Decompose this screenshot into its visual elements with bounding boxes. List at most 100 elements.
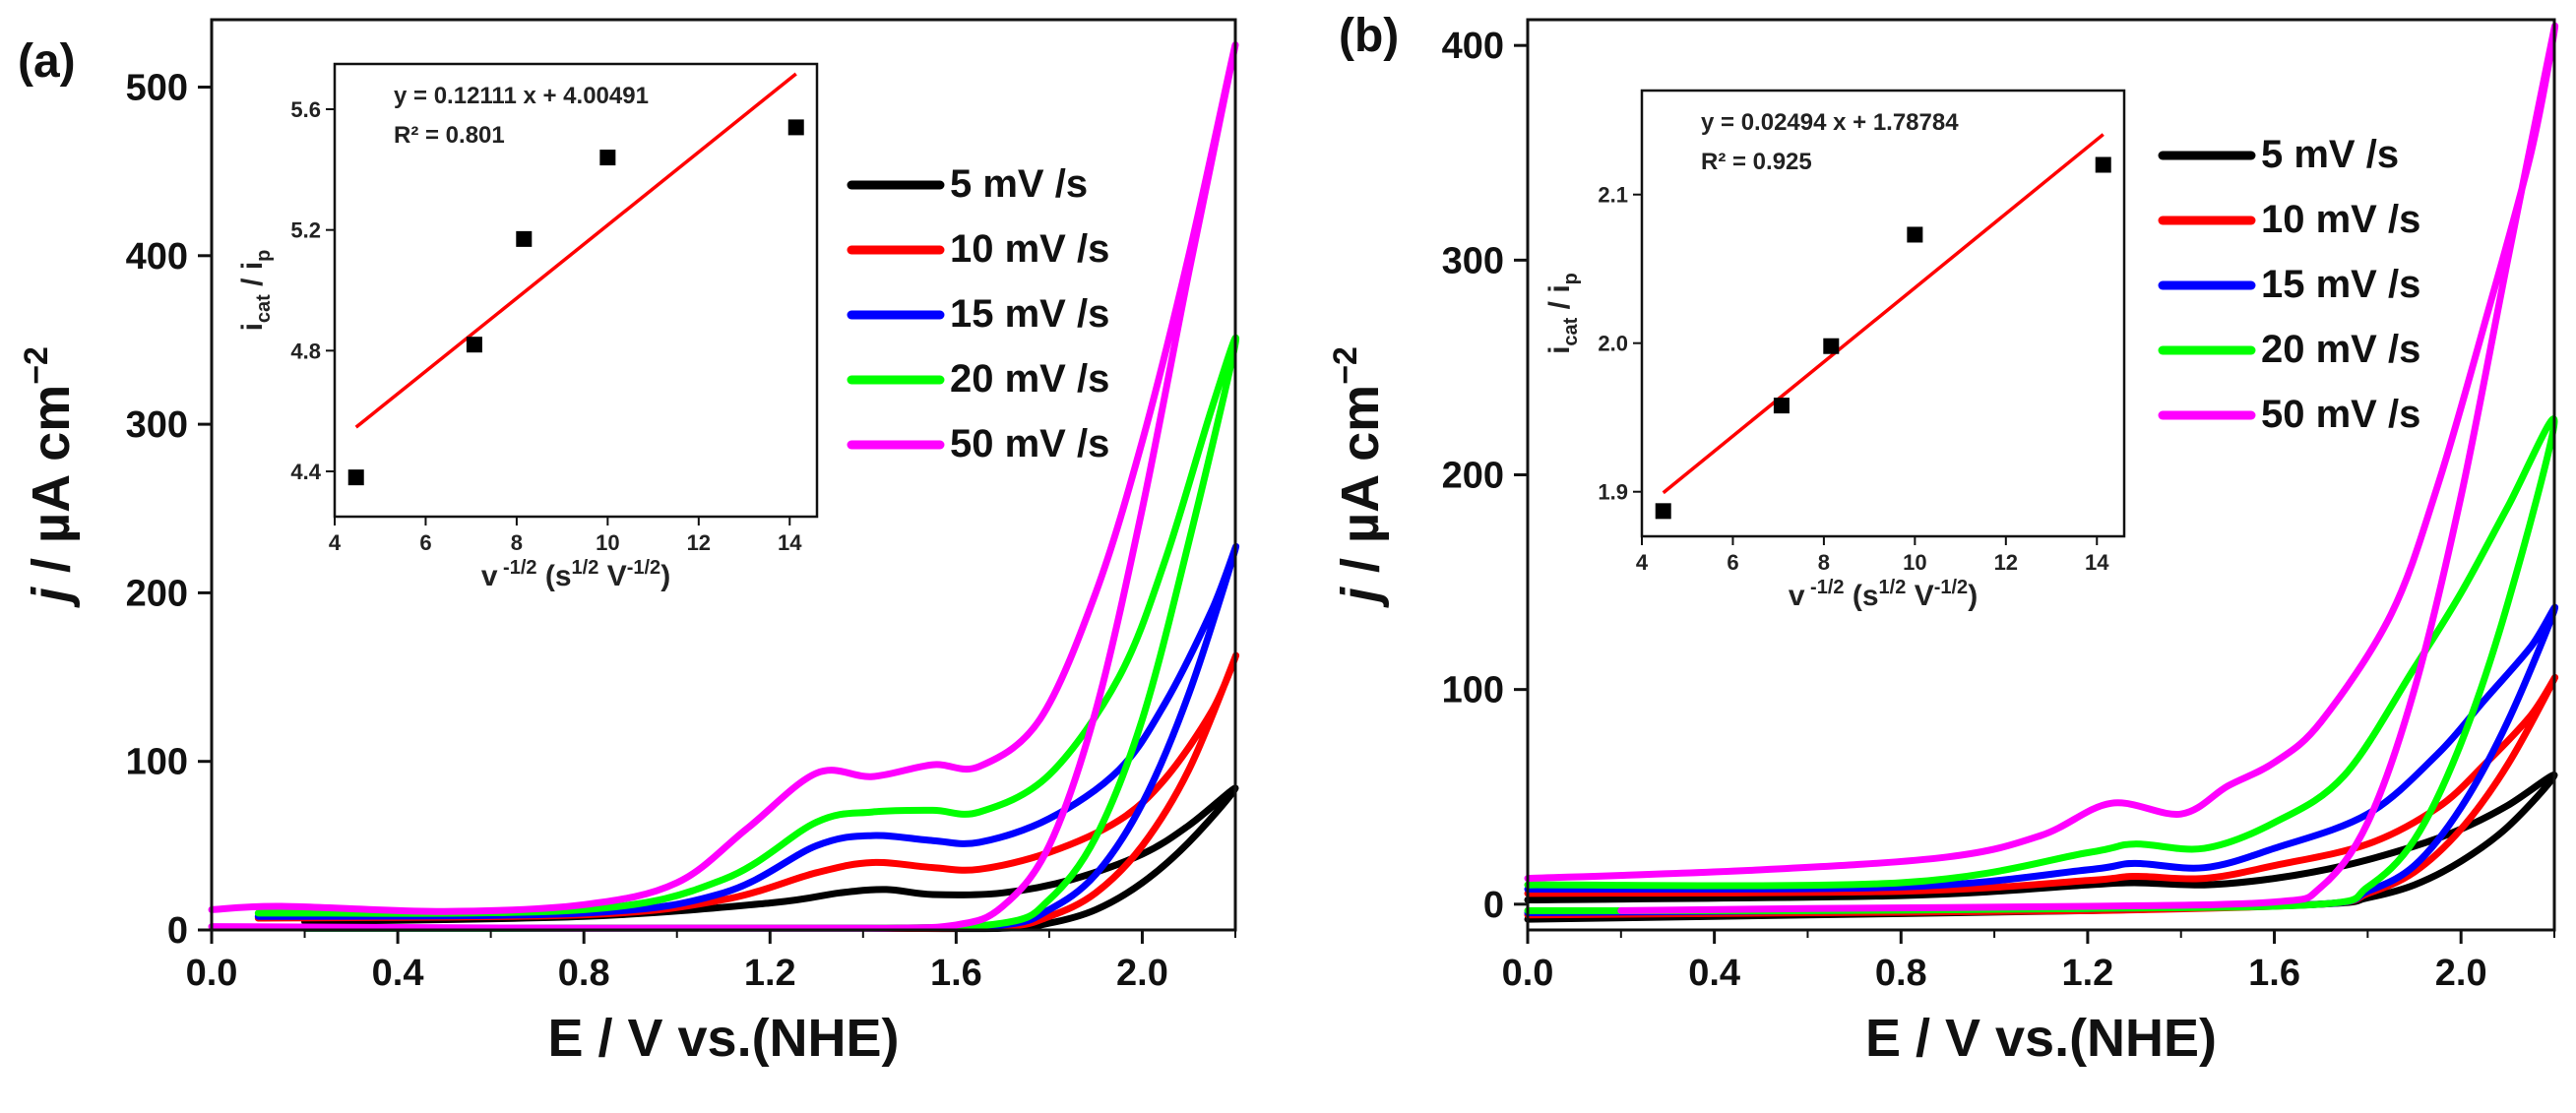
inset-x-axis-label: v -1/2 (s1/2 V-1/2) [481,557,670,592]
inset-y-axis-label: icat / ip [1543,273,1582,354]
inset-x-label-end: ) [660,560,670,592]
inset-x-tick-label: 10 [1903,550,1926,575]
legend-label-3: 20 mV /s [2261,328,2420,371]
inset-equation: y = 0.12111 x + 4.00491 [394,83,649,109]
inset-x-label-mid: V [1906,580,1933,612]
x-tick-label: 0.8 [558,953,610,994]
inset-point-0 [1655,503,1671,520]
y-axis-label-sup: −2 [1327,346,1364,385]
inset-x-label-sup: 1/2 [1879,577,1907,598]
x-tick-label: 2.0 [2435,953,2487,994]
inset-x-tick-label: 4 [1636,550,1649,575]
inset-x-label-sup: -1/2 [498,557,537,579]
inset-x-tick-label: 14 [778,530,802,555]
inset-x-tick-label: 14 [2085,550,2109,575]
inset-x-tick-label: 10 [596,530,619,555]
x-tick-label: 0.8 [1875,953,1927,994]
y-tick-label: 400 [126,236,188,278]
inset-x-tick-label: 8 [1818,550,1830,575]
inset-equation: y = 0.02494 x + 1.78784 [1701,109,1959,136]
inset-y-label-sub: cat [1560,317,1582,345]
y-tick-label: 200 [1442,456,1504,497]
plot-frame [210,18,1237,932]
y-axis-label-sup: −2 [18,346,55,385]
x-tick-label: 2.0 [1116,953,1168,994]
inset-r-squared: R² = 0.925 [1701,149,1812,175]
y-axis-label: j / µA cm−2 [1327,346,1390,608]
inset-point-2 [1823,338,1840,354]
inset-x-label-sup: -1/2 [1934,577,1968,598]
inset-x-label-mid: V [598,560,626,592]
y-axis-label-main: / µA cm [22,385,81,587]
y-tick-label: 0 [1483,885,1504,926]
y-axis-label-italic: j [22,587,81,608]
inset-x-axis-label: v -1/2 (s1/2 V-1/2) [1789,577,1978,612]
legend-label-0: 5 mV /s [2261,133,2399,176]
y-tick-label: 300 [1442,240,1504,281]
inset-y-label-mid: / i [1543,284,1576,317]
inset-point-1 [466,337,482,353]
inset-y-tick-label: 2.0 [1598,332,1628,356]
x-tick-label: 0.4 [1688,953,1740,994]
inset-chart: 4 6 8 10 12 14 1.9 2.0 2.1 y = 0.02494 x + 1.7878… [1543,89,2126,612]
panel-b: (b) 0.0 0.4 0.8 1.2 1.6 2.0 0 100 200 300 400 E / V … [1327,10,2559,1068]
legend-label-1: 10 mV /s [950,227,1109,271]
inset-y-tick-label: 4.4 [290,460,321,484]
series-line-4 [1524,22,2559,914]
legend-label-4: 50 mV /s [2261,393,2420,436]
x-tick-label: 1.6 [2248,953,2300,994]
x-axis-label: E / V vs.(NHE) [1865,1009,2217,1068]
inset-x-tick-label: 4 [329,530,342,555]
inset-chart: 4 6 8 10 12 14 4.4 4.8 5.2 5.6 y = 0.12111 x + 4.0… [236,62,819,592]
x-tick-label: 0.0 [1502,953,1554,994]
inset-x-label-main: v [1789,580,1805,612]
inset-x-tick-label: 8 [511,530,523,555]
legend-label-2: 15 mV /s [950,292,1109,336]
series-line-0 [1524,772,2558,923]
y-tick-label: 300 [126,404,188,446]
legend-label-4: 50 mV /s [950,422,1109,465]
y-tick-label: 100 [126,742,188,783]
legend-label-3: 20 mV /s [950,357,1109,401]
inset-x-label-end: ) [1968,580,1978,612]
inset-y-tick-label: 5.2 [290,218,321,243]
inset-frame [333,62,819,519]
inset-y-label-sub: cat [253,294,275,323]
inset-y-label-sub: p [253,250,275,262]
panel-a: (a) 0.0 0.4 0.8 1.2 1.6 2.0 0 100 200 300 400 500 E /… [18,18,1240,1068]
inset-point-1 [1773,398,1790,414]
inset-y-label-i: i [1543,346,1576,354]
x-tick-label: 1.6 [930,953,982,994]
inset-y-label-sub: p [1560,273,1582,284]
inset-y-tick-label: 2.1 [1598,183,1628,208]
inset-point-4 [787,119,804,136]
y-axis-label: j / µA cm−2 [18,346,81,608]
inset-fit-line [354,72,797,429]
inset-x-label-rest: (s [537,560,572,592]
panel-label: (b) [1339,10,1399,62]
inset-point-0 [347,469,364,486]
inset-x-tick-label: 12 [1994,550,2018,575]
y-tick-label: 100 [1442,670,1504,711]
x-tick-label: 0.0 [186,953,238,994]
legend-label-2: 15 mV /s [2261,263,2420,306]
panel-label: (a) [18,35,76,88]
x-axis-label: E / V vs.(NHE) [547,1009,899,1068]
inset-x-label-rest: (s [1845,580,1879,612]
y-tick-label: 500 [126,68,188,109]
inset-point-3 [1907,226,1923,243]
inset-x-label-main: v [481,560,498,592]
inset-x-label-sup: -1/2 [1805,577,1845,598]
x-tick-label: 1.2 [744,953,796,994]
y-tick-label: 200 [126,573,188,614]
inset-fit-line [1662,133,2105,495]
inset-point-4 [2095,156,2111,173]
inset-y-axis-label: icat / ip [236,250,275,332]
inset-x-tick-label: 12 [687,530,711,555]
inset-point-2 [516,230,533,247]
legend-label-0: 5 mV /s [950,162,1088,206]
legend-label-1: 10 mV /s [2261,198,2420,241]
series-line-4 [208,41,1239,933]
inset-x-tick-label: 6 [1727,550,1738,575]
